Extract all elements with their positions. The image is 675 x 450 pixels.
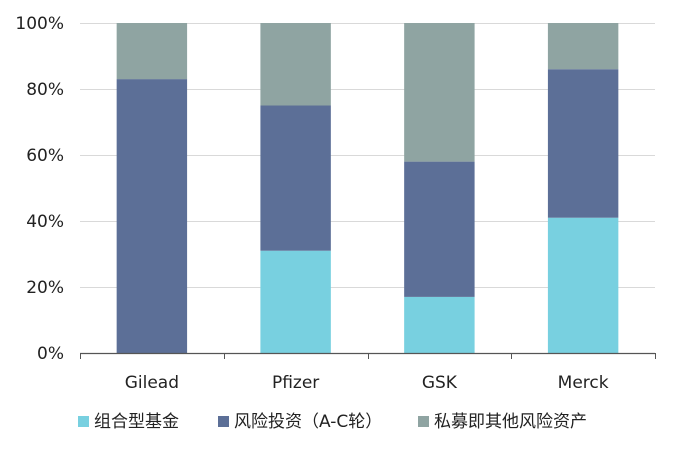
- bar-segment: [260, 105, 331, 251]
- y-tick-label: 40%: [26, 212, 64, 232]
- legend-label: 组合型基金: [94, 412, 179, 432]
- bar-segment: [404, 161, 475, 297]
- y-tick-label: 0%: [37, 344, 64, 364]
- bar-segment: [260, 250, 331, 353]
- x-tick-label: GSK: [422, 373, 458, 393]
- y-tick-label: 80%: [26, 80, 64, 100]
- bar-segment: [404, 23, 475, 162]
- legend: 组合型基金 风险投资（A-C轮） 私募即其他风险资产: [78, 412, 587, 432]
- y-tick-label: 100%: [15, 14, 64, 34]
- x-tick-label: Pfizer: [272, 373, 319, 393]
- axis-labels: 0% 20% 40% 60% 80% 100% Gilead Pfizer GSK Merck: [15, 14, 608, 393]
- legend-swatch: [418, 416, 429, 427]
- y-tick-label: 20%: [26, 278, 64, 298]
- x-tick-label: Merck: [558, 373, 609, 393]
- bars: [116, 23, 619, 353]
- bar-segment: [547, 69, 619, 218]
- legend-item: 私募即其他风险资产: [418, 412, 587, 432]
- axes: [80, 352, 656, 359]
- legend-label: 风险投资（A-C轮）: [234, 412, 382, 432]
- bar-segment: [547, 217, 619, 353]
- legend-item: 风险投资（A-C轮）: [218, 412, 382, 432]
- legend-swatch: [218, 416, 229, 427]
- bar-segment: [116, 23, 188, 80]
- bar-segment: [547, 23, 619, 70]
- y-tick-label: 60%: [26, 146, 64, 166]
- legend-label: 私募即其他风险资产: [434, 412, 587, 432]
- bar-segment: [260, 23, 331, 106]
- bar-segment: [116, 79, 188, 353]
- legend-item: 组合型基金: [78, 412, 179, 432]
- x-tick-label: Gilead: [125, 373, 179, 393]
- bar-segment: [404, 296, 475, 353]
- legend-swatch: [78, 416, 89, 427]
